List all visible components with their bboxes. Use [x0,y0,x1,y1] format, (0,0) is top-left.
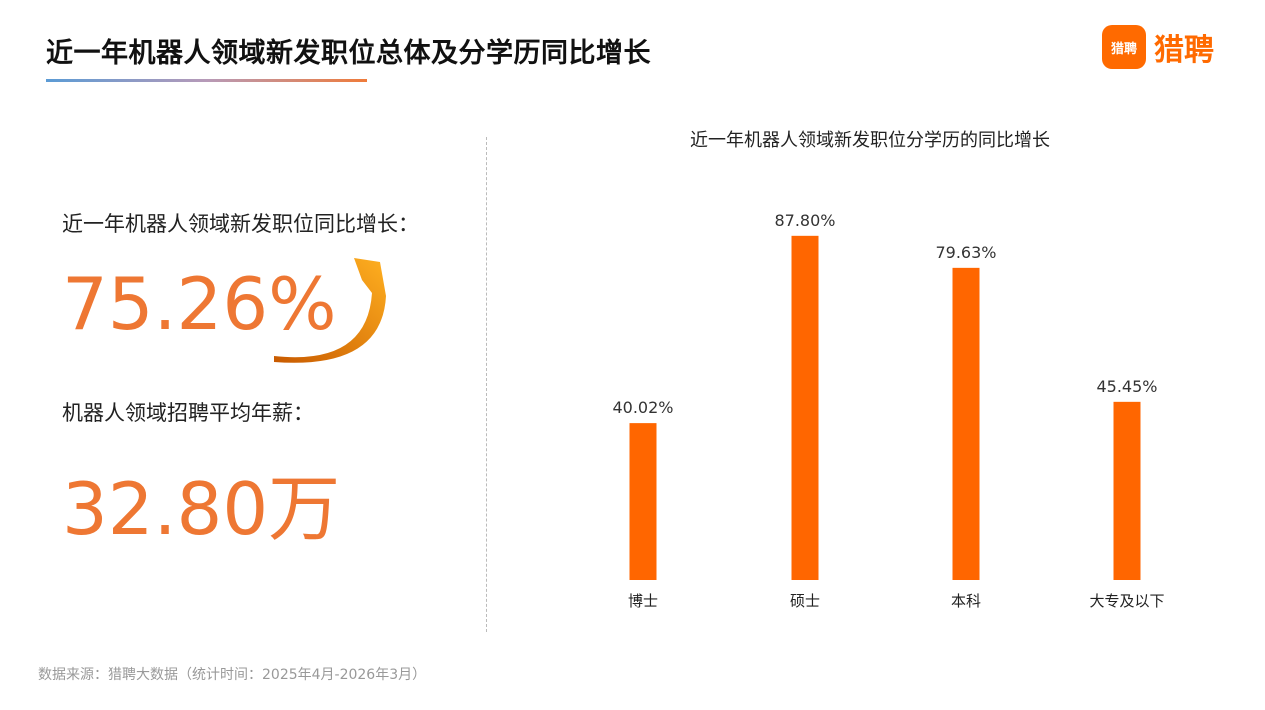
chart-title: 近一年机器人领域新发职位分学历的同比增长 [690,130,1050,151]
salary-label: 机器人领域招聘平均年薪： [62,401,314,425]
salary-value: 32.80万 [62,467,341,551]
data-label: 45.45% [1096,377,1157,396]
bar-0 [629,423,657,580]
logo-badge-icon: 猎聘 [1102,25,1146,69]
logo-text: 猎聘 [1154,33,1214,68]
category-label: 本科 [951,592,981,610]
bar-1 [791,235,819,580]
page-title: 近一年机器人领域新发职位总体及分学历同比增长 [46,38,651,69]
divider [486,137,487,632]
data-label: 40.02% [612,398,673,417]
curved-arrow-icon [274,258,386,363]
bar-2 [952,267,980,580]
data-label: 79.63% [935,243,996,262]
data-source: 数据来源：猎聘大数据（统计时间：2025年4月-2026年3月） [38,667,427,683]
liepin-logo: 猎聘 猎聘 [1102,25,1214,69]
growth-value: 75.26% [62,262,337,346]
category-label: 大专及以下 [1089,592,1164,610]
bar-3 [1113,401,1141,580]
data-label: 87.80% [774,211,835,230]
category-label: 博士 [628,592,658,610]
category-label: 硕士 [790,592,820,610]
title-underline [46,79,367,82]
growth-label: 近一年机器人领域新发职位同比增长： [62,212,419,236]
